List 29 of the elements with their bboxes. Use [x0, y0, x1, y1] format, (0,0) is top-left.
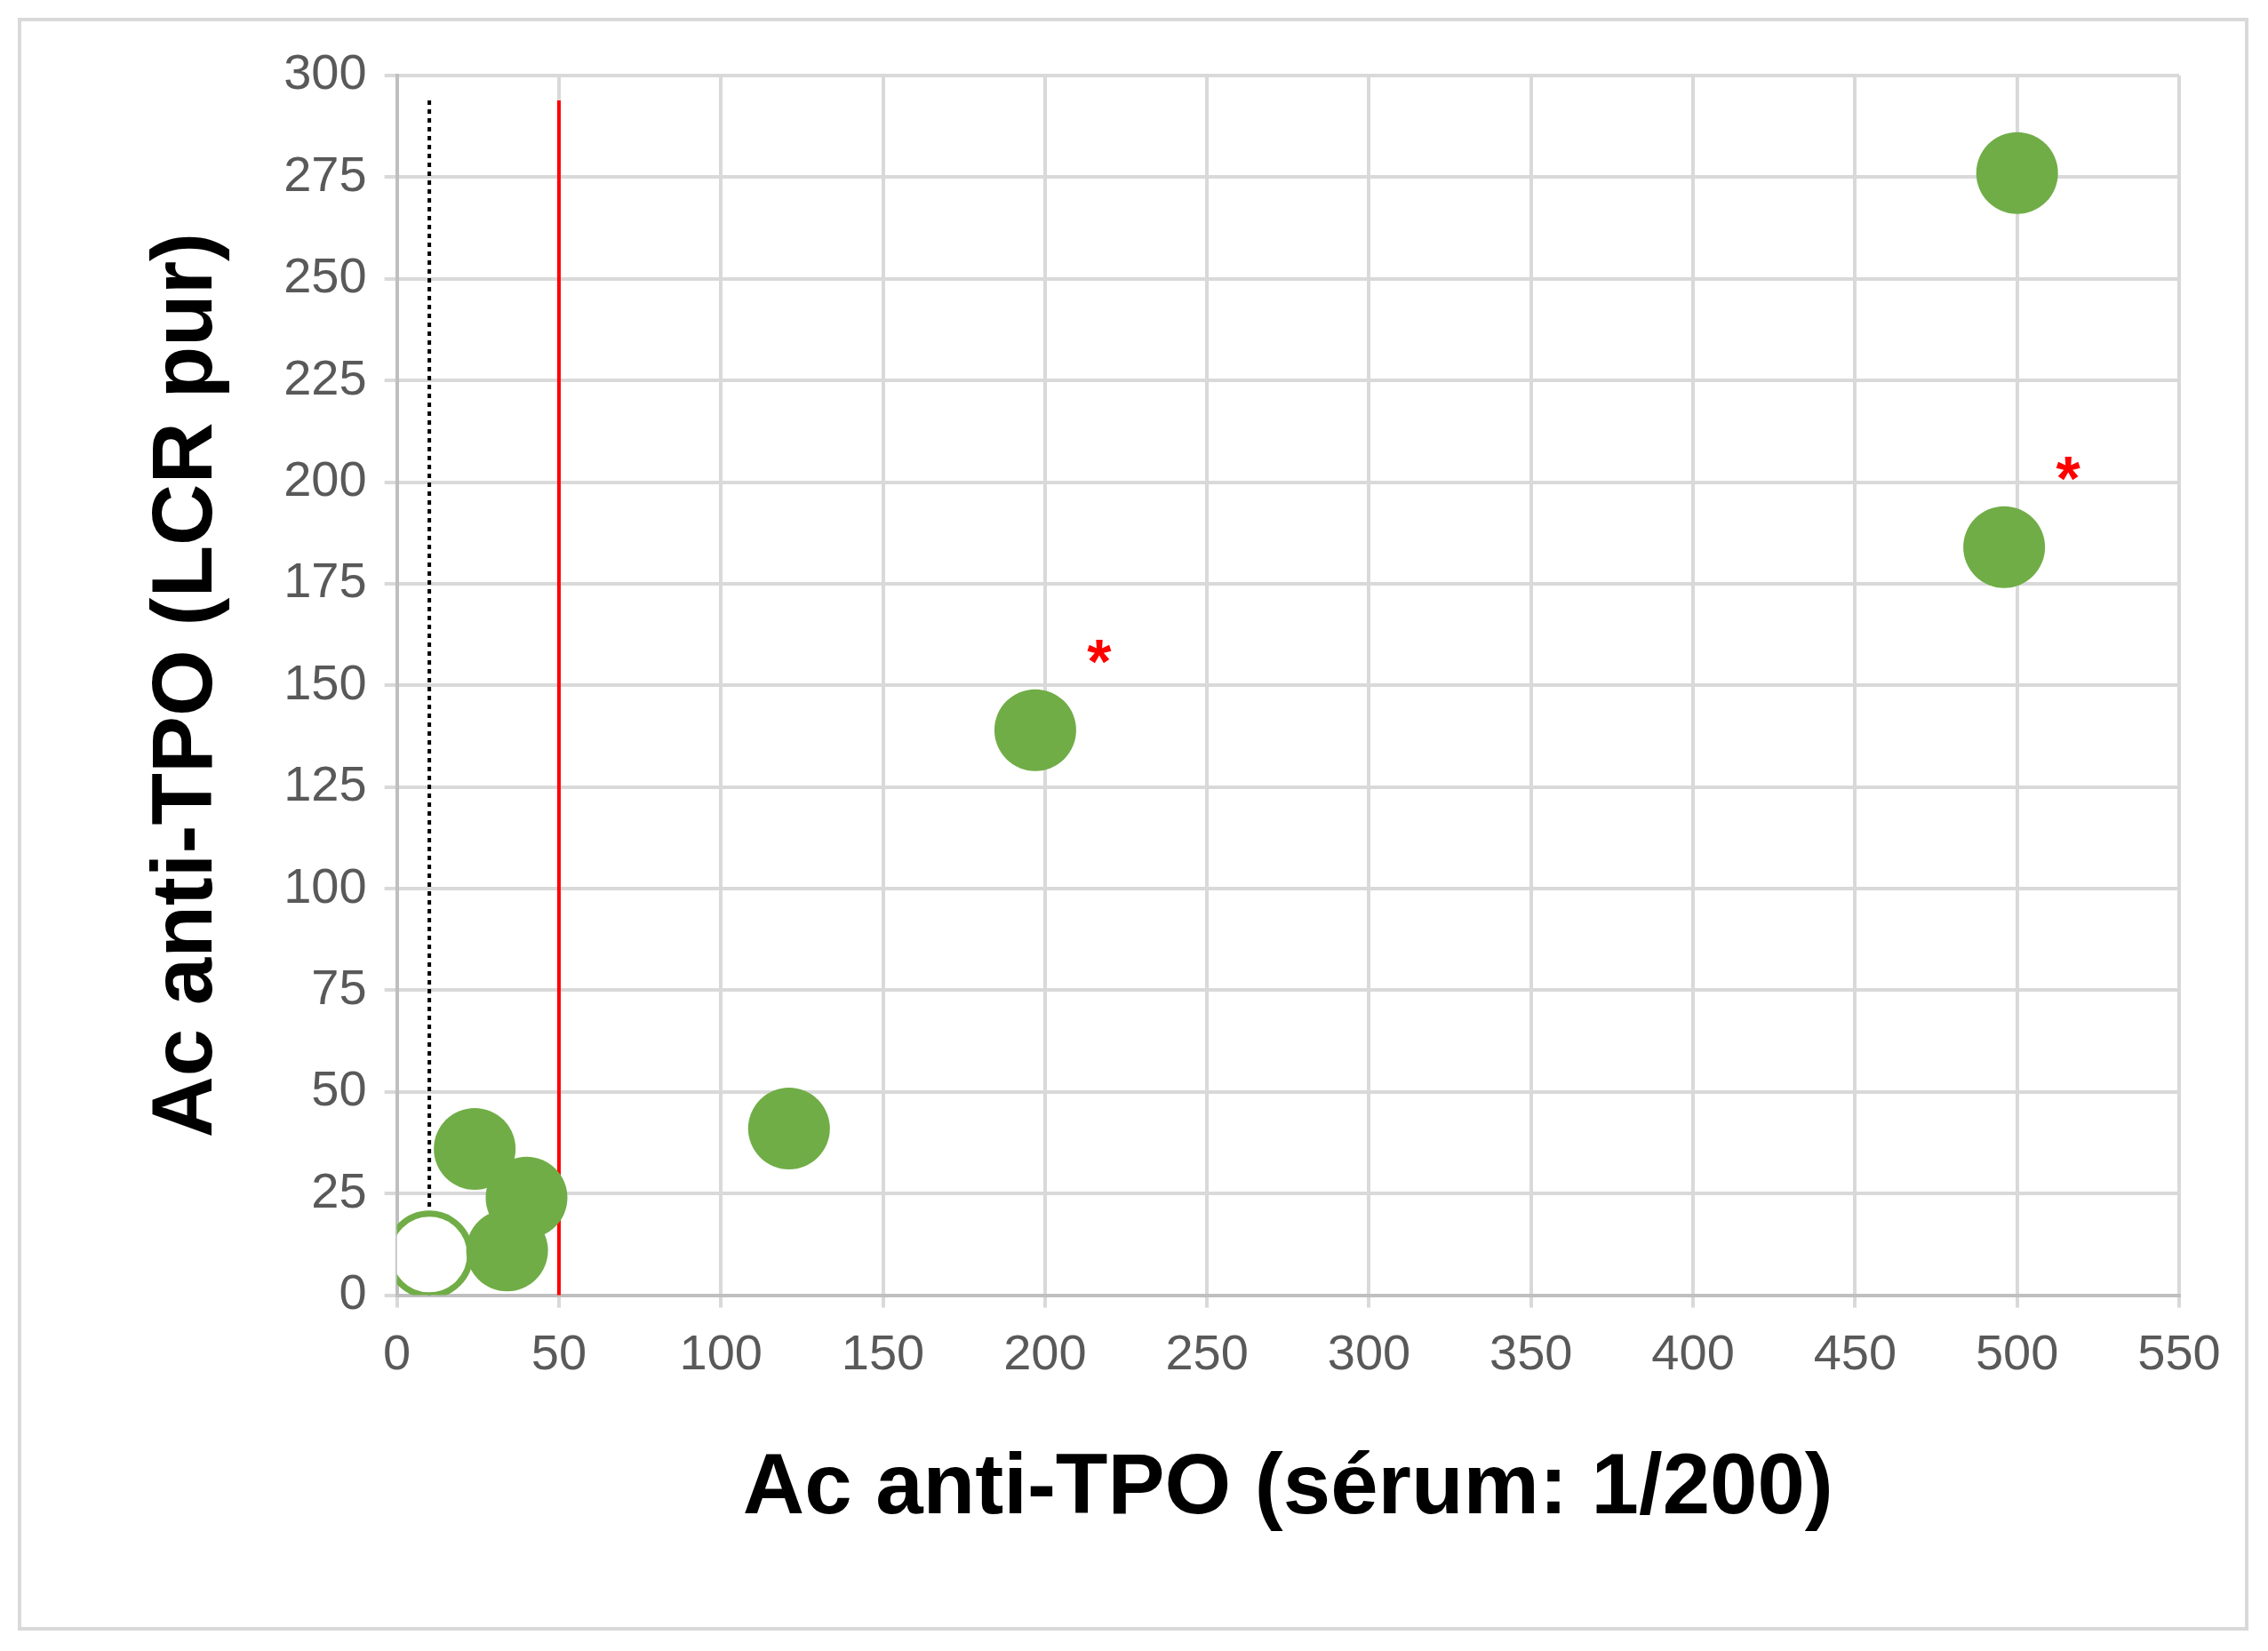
x-tick-label: 150	[841, 1323, 925, 1380]
x-tick-label: 0	[383, 1323, 411, 1380]
y-tick-label: 225	[284, 348, 367, 405]
x-tick-label: 300	[1327, 1323, 1411, 1380]
x-tick-label: 400	[1651, 1323, 1735, 1380]
y-tick-label: 150	[284, 653, 367, 710]
x-tick-label: 450	[1813, 1323, 1897, 1380]
x-tick-label: 350	[1489, 1323, 1573, 1380]
y-axis-title: Ac anti-TPO (LCR pur)	[134, 233, 230, 1138]
y-tick-label: 75	[311, 958, 367, 1015]
y-tick-label: 0	[339, 1264, 367, 1320]
x-axis-title: Ac anti-TPO (sérum: 1/200)	[742, 1435, 1833, 1531]
y-tick-label: 175	[284, 552, 367, 609]
x-tick-label: 500	[1975, 1323, 2059, 1380]
x-tick-label: 50	[531, 1323, 587, 1380]
y-tick-label: 275	[284, 145, 367, 202]
y-tick-label: 25	[311, 1161, 367, 1218]
annotation: *	[2056, 444, 2081, 514]
annotation: *	[1087, 626, 1113, 697]
y-tick-label: 50	[311, 1060, 367, 1117]
x-tick-label: 200	[1003, 1323, 1087, 1380]
y-tick-label: 200	[284, 450, 367, 506]
y-tick-label: 125	[284, 755, 367, 812]
x-tick-label: 550	[2137, 1323, 2221, 1380]
x-tick-label: 250	[1165, 1323, 1249, 1380]
y-tick-label: 250	[284, 247, 367, 304]
x-tick-label: 100	[679, 1323, 763, 1380]
y-tick-label: 100	[284, 857, 367, 913]
y-tick-label: 300	[284, 44, 367, 100]
